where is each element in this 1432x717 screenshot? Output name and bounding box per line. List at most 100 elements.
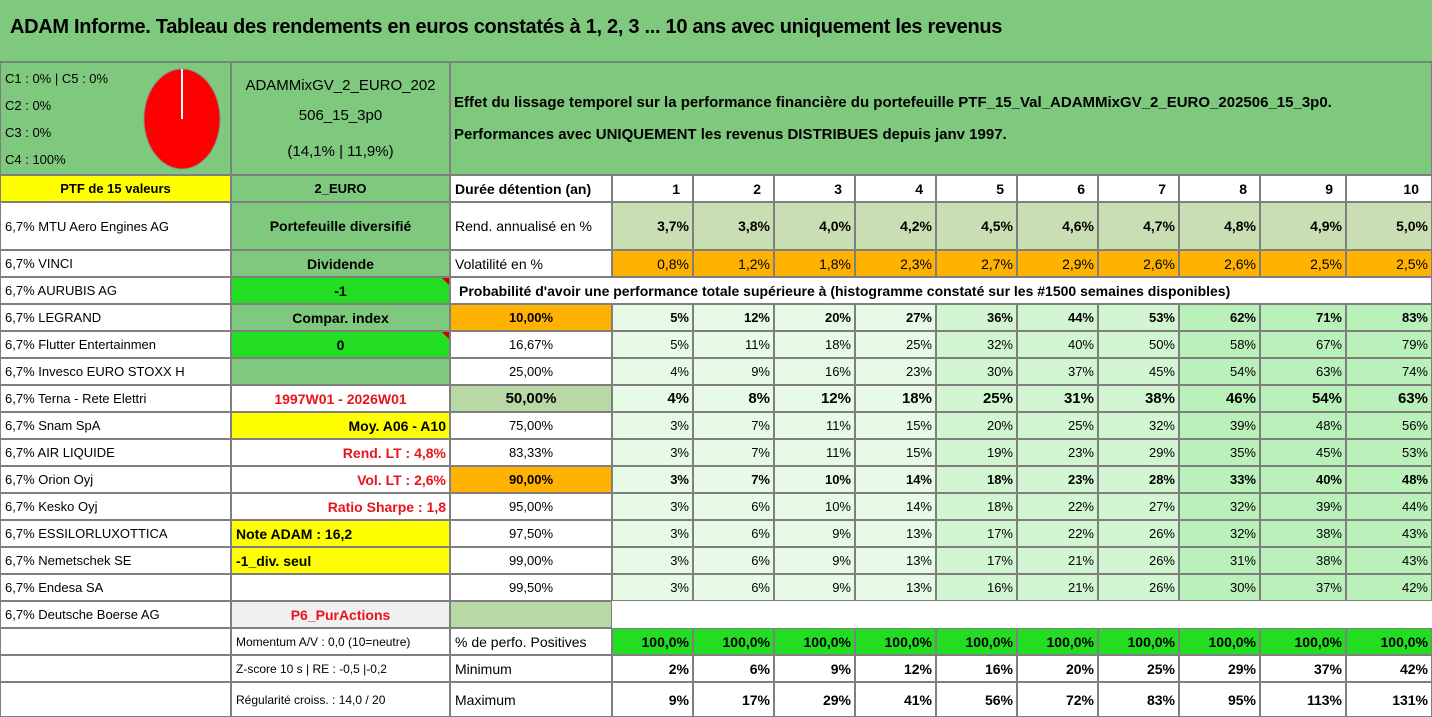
year-header-9: 9: [1260, 175, 1346, 202]
pur-actions-label: P6_PurActions: [231, 601, 450, 628]
rend-value-8: 4,8%: [1179, 202, 1260, 250]
probability-value: 10%: [774, 466, 855, 493]
probability-value: 26%: [1098, 547, 1179, 574]
moy-label: Moy. A06 - A10: [231, 412, 450, 439]
probability-value: 44%: [1346, 493, 1432, 520]
probability-value: 50%: [1098, 331, 1179, 358]
probability-value: 17%: [936, 547, 1017, 574]
stats-value: 100,0%: [1260, 628, 1346, 655]
rend-value-4: 4,2%: [855, 202, 936, 250]
probability-value: 42%: [1346, 574, 1432, 601]
compar-index-value[interactable]: 0: [231, 331, 450, 358]
probability-value: 23%: [1017, 439, 1098, 466]
stats-value: 113%: [1260, 682, 1346, 717]
probability-value: 37%: [1017, 358, 1098, 385]
stats-left-label: Régularité croiss. : 14,0 / 20: [231, 682, 450, 717]
probability-value: 21%: [1017, 547, 1098, 574]
stats-value: 17%: [693, 682, 774, 717]
probability-threshold: 90,00%: [450, 466, 612, 493]
description-line2: Performances avec UNIQUEMENT les revenus…: [454, 126, 1007, 143]
portfolio-name-line2: 506_15_3p0: [298, 107, 383, 124]
probability-value: 20%: [936, 412, 1017, 439]
probability-value: 17%: [936, 520, 1017, 547]
stats-value: 12%: [855, 655, 936, 682]
probability-value: 38%: [1260, 547, 1346, 574]
probability-value: 39%: [1260, 493, 1346, 520]
probability-value: 3%: [612, 574, 693, 601]
probability-value: 43%: [1346, 547, 1432, 574]
compar-index-label: Compar. index: [231, 304, 450, 331]
stats-left-label: Z-score 10 s | RE : -0,5 |-0,2: [231, 655, 450, 682]
probability-value: 11%: [693, 331, 774, 358]
probability-value: 6%: [693, 547, 774, 574]
holding-row-8: 6,7% Snam SpA: [0, 412, 231, 439]
probability-value: 9%: [774, 520, 855, 547]
diversified-label: Portefeuille diversifié: [231, 202, 450, 250]
stats-left-label: Momentum A/V : 0,0 (10=neutre): [231, 628, 450, 655]
stats-row-label: Minimum: [450, 655, 612, 682]
probability-value: 32%: [1098, 412, 1179, 439]
probability-threshold: 10,00%: [450, 304, 612, 331]
stats-value: 100,0%: [774, 628, 855, 655]
probability-value: 16%: [774, 358, 855, 385]
probability-value: 44%: [1017, 304, 1098, 331]
stats-value: 100,0%: [1346, 628, 1432, 655]
year-header-1: 1: [612, 175, 693, 202]
probability-value: 28%: [1098, 466, 1179, 493]
probability-value: 25%: [855, 331, 936, 358]
sharpe-label: Ratio Sharpe : 1,8: [231, 493, 450, 520]
probability-value: 9%: [693, 358, 774, 385]
probability-value: 13%: [855, 547, 936, 574]
year-header-3: 3: [774, 175, 855, 202]
probability-value: 83%: [1346, 304, 1432, 331]
holding-row-14: 6,7% Endesa SA: [0, 574, 231, 601]
holding-row-9: 6,7% AIR LIQUIDE: [0, 439, 231, 466]
dividend-value[interactable]: -1: [231, 277, 450, 304]
rend-label: Rend. annualisé en %: [450, 202, 612, 250]
probability-value: 5%: [612, 304, 693, 331]
probability-threshold: 83,33%: [450, 439, 612, 466]
probability-threshold: 99,00%: [450, 547, 612, 574]
stats-value: 29%: [774, 682, 855, 717]
composition-panel: C1 : 0% | C5 : 0% C2 : 0% C3 : 0% C4 : 1…: [0, 62, 231, 175]
stats-value: 42%: [1346, 655, 1432, 682]
probability-value: 43%: [1346, 520, 1432, 547]
probability-value: 31%: [1017, 385, 1098, 412]
probability-value: 25%: [1017, 412, 1098, 439]
probability-value: 3%: [612, 439, 693, 466]
probability-value: 79%: [1346, 331, 1432, 358]
probability-value: 6%: [693, 574, 774, 601]
probability-value: 32%: [1179, 493, 1260, 520]
holding-row-15: 6,7% Deutsche Boerse AG: [0, 601, 231, 628]
probability-value: 14%: [855, 493, 936, 520]
probability-value: 3%: [612, 520, 693, 547]
probability-value: 30%: [936, 358, 1017, 385]
probability-value: 11%: [774, 439, 855, 466]
probability-value: 29%: [1098, 439, 1179, 466]
portfolio-name-line1: ADAMMixGV_2_EURO_202: [245, 77, 436, 94]
probability-threshold: 75,00%: [450, 412, 612, 439]
holding-row-1: 6,7% MTU Aero Engines AG: [0, 202, 231, 250]
stats-value: 9%: [612, 682, 693, 717]
probability-value: 30%: [1179, 574, 1260, 601]
probability-value: 38%: [1260, 520, 1346, 547]
probability-value: 39%: [1179, 412, 1260, 439]
composition-c4: C4 : 100%: [5, 152, 66, 167]
rend-value-3: 4,0%: [774, 202, 855, 250]
probability-value: 19%: [936, 439, 1017, 466]
probability-value: 23%: [855, 358, 936, 385]
probability-value: 12%: [774, 385, 855, 412]
probability-value: 71%: [1260, 304, 1346, 331]
vol-value-4: 2,3%: [855, 250, 936, 277]
probability-value: 20%: [774, 304, 855, 331]
probability-value: 7%: [693, 412, 774, 439]
year-header-5: 5: [936, 175, 1017, 202]
stats-value: 95%: [1179, 682, 1260, 717]
stats-value: 83%: [1098, 682, 1179, 717]
probability-value: 53%: [1346, 439, 1432, 466]
probability-value: 6%: [693, 493, 774, 520]
description-box: Effet du lissage temporel sur la perform…: [450, 62, 1432, 175]
div-seul-label: -1_div. seul: [231, 547, 450, 574]
holding-row-4: 6,7% LEGRAND: [0, 304, 231, 331]
probability-value: 4%: [612, 358, 693, 385]
